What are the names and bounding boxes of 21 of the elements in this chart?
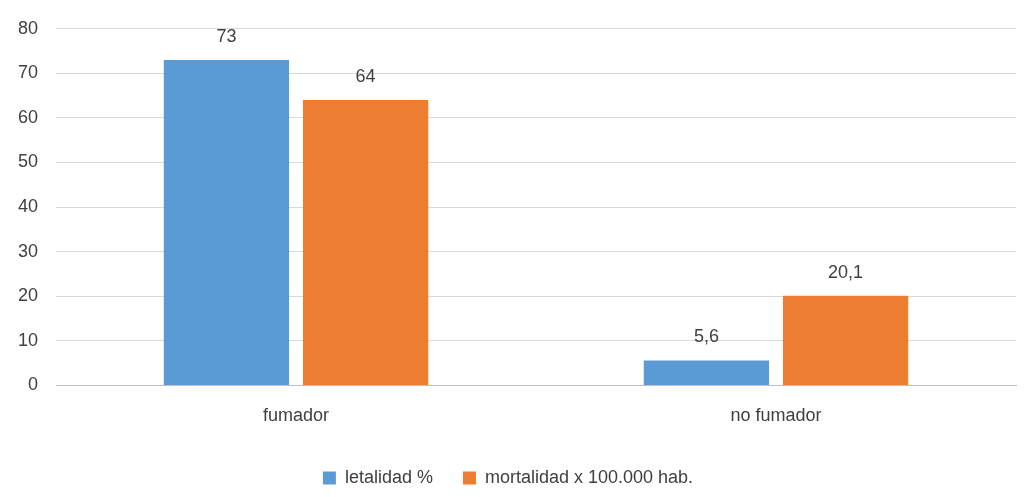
y-tick-label: 70 [17,62,39,83]
x-tick-label: fumador [262,405,330,426]
data-label: 64 [355,66,376,87]
y-tick-label: 40 [17,196,39,217]
bar [163,60,290,385]
data-label: 5,6 [693,326,719,347]
bar [782,295,909,385]
y-tick-label: 20 [17,285,39,306]
data-label: 73 [216,25,237,46]
y-tick-label: 50 [17,151,39,172]
legend-label: mortalidad x 100.000 hab. [484,466,694,487]
y-tick-label: 0 [28,374,39,395]
y-tick-label: 30 [17,240,39,261]
data-label: 20,1 [828,261,864,282]
y-tick-label: 10 [17,329,39,350]
bar [302,100,429,385]
bar [643,360,770,385]
y-tick-label: 60 [17,106,39,127]
legend-label: letalidad % [344,466,433,487]
y-tick-label: 80 [17,17,39,38]
x-tick-label: no fumador [730,405,822,426]
